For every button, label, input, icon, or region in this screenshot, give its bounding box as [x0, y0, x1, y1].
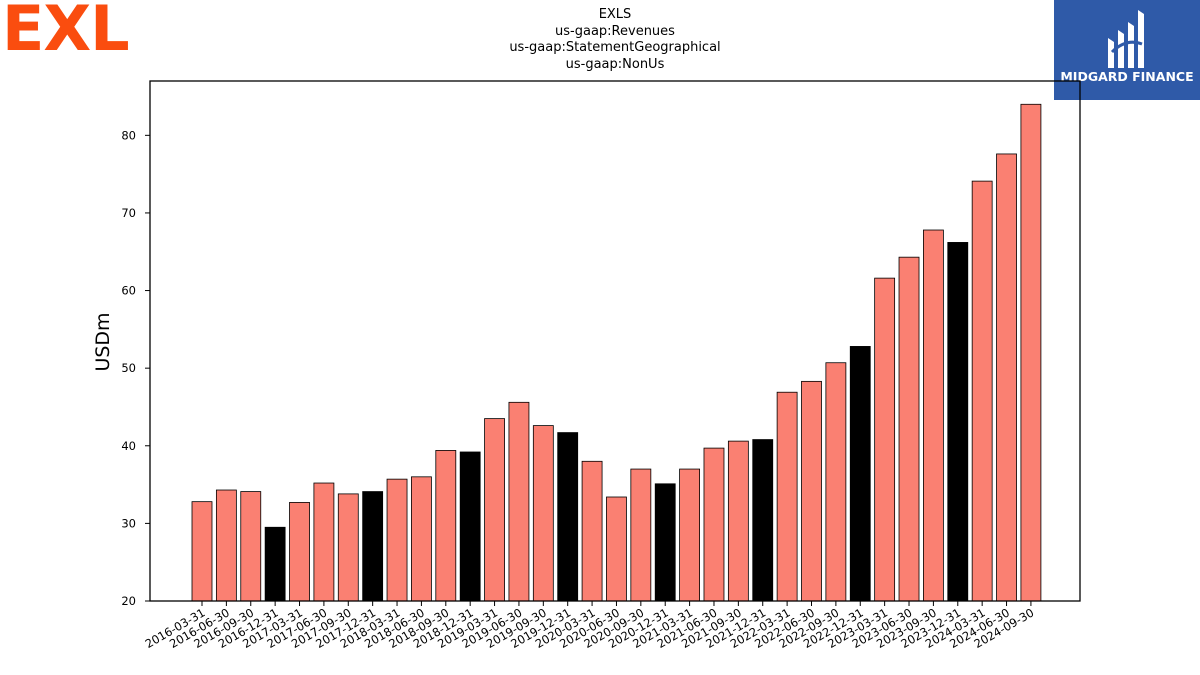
midgard-finance-logo: MIDGARD FINANCE — [1054, 0, 1200, 100]
bar-2020-12-31 — [654, 483, 676, 602]
bar-2019-09-30 — [532, 425, 554, 602]
bar-2019-06-30 — [508, 401, 530, 602]
bar-2022-12-31 — [849, 346, 871, 602]
midgard-logo-icon — [1108, 10, 1144, 68]
y-tick-label-30: 30 — [121, 516, 136, 530]
bar-2020-06-30 — [606, 496, 627, 602]
y-tick-label-70: 70 — [121, 206, 136, 220]
bar-2018-12-31 — [459, 451, 481, 602]
bars-group — [191, 103, 1042, 602]
chart-title: EXLS us-gaap:Revenues us-gaap:StatementG… — [415, 7, 815, 73]
bar-2017-09-30 — [337, 493, 359, 602]
x-axis: 2016-03-312016-06-302016-09-302016-12-31… — [143, 601, 1036, 651]
bar-2024-03-31 — [971, 180, 993, 602]
bar-2019-12-31 — [557, 432, 579, 602]
bar-2021-03-31 — [679, 468, 700, 602]
bar-2021-06-30 — [703, 447, 725, 602]
y-tick-label-40: 40 — [121, 439, 136, 453]
bar-2017-03-31 — [289, 502, 310, 602]
plot-frame — [149, 80, 1081, 602]
bar-2022-09-30 — [825, 362, 847, 602]
bar-2016-06-30 — [215, 489, 237, 602]
bar-2016-03-31 — [191, 501, 213, 602]
y-tick-label-20: 20 — [121, 594, 136, 608]
bar-2022-06-30 — [801, 380, 822, 602]
bar-2021-09-30 — [727, 440, 749, 602]
exl-logo: EXL — [2, 0, 130, 65]
midgard-logo-text: MIDGARD FINANCE — [1060, 69, 1194, 84]
bar-2021-12-31 — [752, 439, 774, 602]
y-tick-label-80: 80 — [121, 128, 136, 142]
title-line-1: EXLS — [598, 7, 632, 22]
bar-2024-06-30 — [996, 153, 1017, 602]
bar-2020-09-30 — [630, 468, 652, 602]
bar-2018-09-30 — [435, 450, 457, 602]
bar-2024-09-30 — [1020, 103, 1042, 602]
y-tick-label-60: 60 — [121, 284, 136, 298]
bar-2017-12-31 — [362, 491, 384, 602]
title-line-4: us-gaap:NonUs — [565, 56, 665, 72]
bar-2019-03-31 — [484, 418, 505, 602]
bar-2023-03-31 — [874, 277, 896, 602]
bar-2016-12-31 — [264, 526, 286, 602]
bar-2018-03-31 — [386, 478, 408, 602]
bar-2023-12-31 — [947, 242, 969, 602]
bar-2022-03-31 — [776, 391, 798, 602]
y-axis-label: USDm — [92, 312, 114, 371]
bar-2016-09-30 — [240, 491, 262, 602]
title-line-3: us-gaap:StatementGeographical — [509, 40, 721, 55]
y-tick-label-50: 50 — [121, 361, 136, 375]
bar-2017-06-30 — [313, 482, 335, 602]
y-axis: 20 30 40 50 60 70 80 — [121, 128, 150, 608]
bar-2018-06-30 — [411, 476, 432, 602]
title-line-2: us-gaap:Revenues — [555, 23, 675, 39]
bar-2023-06-30 — [898, 256, 920, 602]
bar-2023-09-30 — [923, 229, 944, 602]
bar-2020-03-31 — [581, 460, 603, 602]
